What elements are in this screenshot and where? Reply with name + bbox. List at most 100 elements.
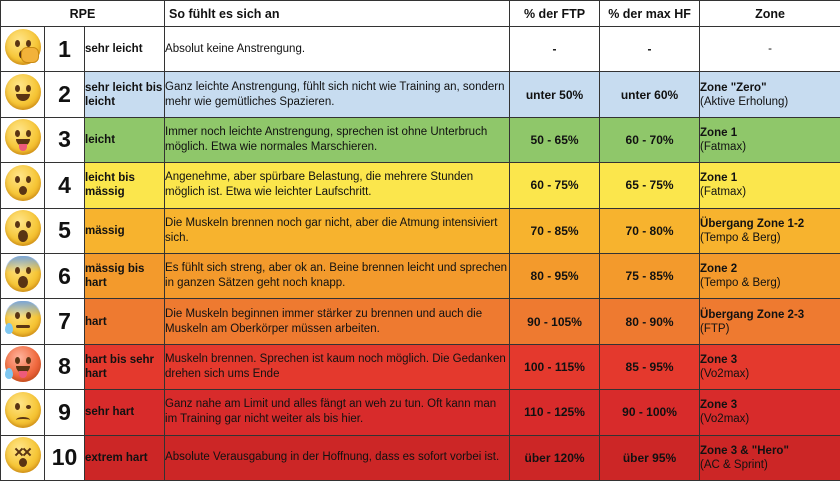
zone-subtitle: (AC & Sprint) (700, 458, 840, 472)
emoji-cell (1, 163, 45, 208)
header-rpe: RPE (1, 1, 165, 27)
zone-subtitle: (Fatmax) (700, 185, 840, 199)
emoji-cell (1, 390, 45, 435)
zone-subtitle: (Fatmax) (700, 140, 840, 154)
zone-subtitle: (Vo2max) (700, 412, 840, 426)
rpe-description: Immer noch leichte Anstrengung, sprechen… (165, 117, 510, 162)
zone-title: Zone 3 (700, 398, 840, 412)
rpe-description: Absolute Verausgabung in der Hoffnung, d… (165, 435, 510, 480)
table-row-2: 2 sehr leicht bis leicht Ganz leichte An… (1, 72, 840, 117)
rpe-description: Muskeln brennen. Sprechen ist kaum noch … (165, 344, 510, 389)
ftp-value: 70 - 85% (510, 208, 600, 253)
zone-subtitle: (Vo2max) (700, 367, 840, 381)
rpe-number: 9 (45, 390, 85, 435)
rpe-label: hart bis sehr hart (85, 344, 165, 389)
rpe-number: 3 (45, 117, 85, 162)
zone-cell: Zone 1(Fatmax) (700, 163, 840, 208)
emoji-cell (1, 208, 45, 253)
rpe-number: 6 (45, 253, 85, 298)
ftp-value: 100 - 115% (510, 344, 600, 389)
dizzy-face-icon (5, 437, 41, 473)
zone-title: Zone 2 (700, 262, 840, 276)
zone-subtitle: (FTP) (700, 322, 840, 336)
zone-cell: Übergang Zone 2-3(FTP) (700, 299, 840, 344)
rpe-description: Ganz nahe am Limit und alles fängt an we… (165, 390, 510, 435)
rpe-number: 5 (45, 208, 85, 253)
table-row-10: 10 extrem hart Absolute Verausgabung in … (1, 435, 840, 480)
table-row-5: 5 mässig Die Muskeln brennen noch gar ni… (1, 208, 840, 253)
zone-title: Zone 1 (700, 171, 840, 185)
table-row-7: 7 hart Die Muskeln beginnen immer stärke… (1, 299, 840, 344)
header-hf: % der max HF (600, 1, 700, 27)
table-row-1: 1 sehr leicht Absolut keine Anstrengung.… (1, 27, 840, 72)
rpe-label: hart (85, 299, 165, 344)
rpe-description: Ganz leichte Anstrengung, fühlt sich nic… (165, 72, 510, 117)
table-row-9: 9 sehr hart Ganz nahe am Limit und alles… (1, 390, 840, 435)
table-row-4: 4 leicht bis mässig Angenehme, aber spür… (1, 163, 840, 208)
rpe-label: leicht (85, 117, 165, 162)
zone-cell: Zone 2(Tempo & Berg) (700, 253, 840, 298)
rpe-description: Es fühlt sich streng, aber ok an. Beine … (165, 253, 510, 298)
anxious-sweat-face-icon (5, 301, 41, 337)
ftp-value: 60 - 75% (510, 163, 600, 208)
rpe-label: leicht bis mässig (85, 163, 165, 208)
zone-subtitle: (Tempo & Berg) (700, 276, 840, 290)
ftp-value: 90 - 105% (510, 299, 600, 344)
hf-value: 85 - 95% (600, 344, 700, 389)
astonished-face-icon (5, 210, 41, 246)
hf-value: 70 - 80% (600, 208, 700, 253)
emoji-cell (1, 435, 45, 480)
hf-value: 75 - 85% (600, 253, 700, 298)
rpe-number: 4 (45, 163, 85, 208)
table-row-3: 3 leicht Immer noch leichte Anstrengung,… (1, 117, 840, 162)
rpe-description: Angenehme, aber spürbare Belastung, die … (165, 163, 510, 208)
ftp-value: - (510, 27, 600, 72)
zone-title: Zone 3 (700, 353, 840, 367)
zone-title: - (700, 42, 840, 56)
zone-subtitle: (Tempo & Berg) (700, 231, 840, 245)
emoji-cell (1, 344, 45, 389)
rpe-number: 8 (45, 344, 85, 389)
grinning-face-icon (5, 74, 41, 110)
rpe-number: 1 (45, 27, 85, 72)
rpe-label: extrem hart (85, 435, 165, 480)
rpe-label: sehr hart (85, 390, 165, 435)
zone-cell: - (700, 27, 840, 72)
rpe-number: 2 (45, 72, 85, 117)
rpe-label: mässig bis hart (85, 253, 165, 298)
hf-value: 60 - 70% (600, 117, 700, 162)
rpe-number: 10 (45, 435, 85, 480)
hf-value: - (600, 27, 700, 72)
zone-cell: Zone 3(Vo2max) (700, 344, 840, 389)
header-row: RPE So fühlt es sich an % der FTP % der … (1, 1, 840, 27)
rpe-description: Die Muskeln brennen noch gar nicht, aber… (165, 208, 510, 253)
ftp-value: 80 - 95% (510, 253, 600, 298)
hushed-face-icon (5, 165, 41, 201)
ftp-value: 50 - 65% (510, 117, 600, 162)
zone-title: Zone 1 (700, 126, 840, 140)
emoji-cell (1, 253, 45, 298)
emoji-cell (1, 72, 45, 117)
zone-subtitle: (Aktive Erholung) (700, 95, 840, 109)
rpe-number: 7 (45, 299, 85, 344)
zone-cell: Zone 1(Fatmax) (700, 117, 840, 162)
zone-cell: Zone 3(Vo2max) (700, 390, 840, 435)
rpe-label: sehr leicht bis leicht (85, 72, 165, 117)
rpe-label: mässig (85, 208, 165, 253)
yawning-face-icon (5, 29, 41, 65)
hf-value: über 95% (600, 435, 700, 480)
ftp-value: 110 - 125% (510, 390, 600, 435)
zone-cell: Zone "Zero"(Aktive Erholung) (700, 72, 840, 117)
zone-title: Zone 3 & "Hero" (700, 444, 840, 458)
hf-value: unter 60% (600, 72, 700, 117)
zone-title: Übergang Zone 2-3 (700, 308, 840, 322)
emoji-cell (1, 299, 45, 344)
rpe-description: Die Muskeln beginnen immer stärker zu br… (165, 299, 510, 344)
zone-title: Zone "Zero" (700, 81, 840, 95)
hf-value: 90 - 100% (600, 390, 700, 435)
table-row-8: 8 hart bis sehr hart Muskeln brennen. Sp… (1, 344, 840, 389)
ftp-value: unter 50% (510, 72, 600, 117)
header-feeling: So fühlt es sich an (165, 1, 510, 27)
tongue-face-icon (5, 119, 41, 155)
